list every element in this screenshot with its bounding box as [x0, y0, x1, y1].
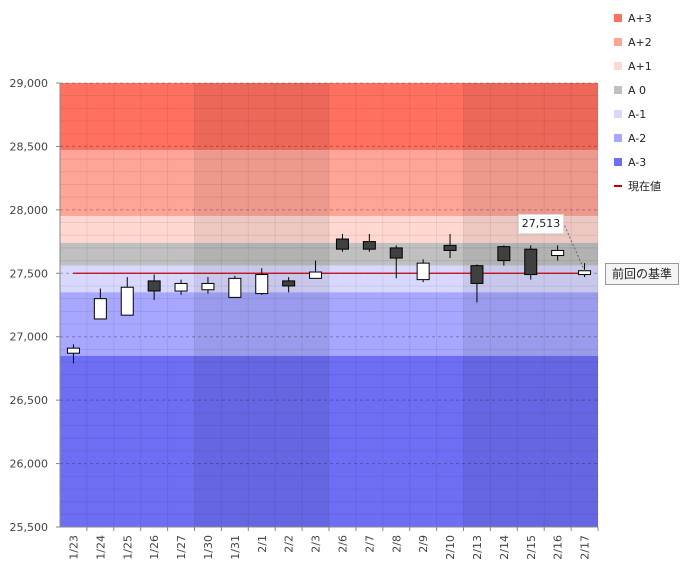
- band-Aplus2: [60, 150, 598, 217]
- legend-item: 現在値: [614, 174, 692, 198]
- legend-label: 現在値: [628, 180, 661, 193]
- x-tick-label: 2/15: [525, 535, 538, 560]
- candle-body: [470, 265, 484, 284]
- legend-item: A-1: [614, 102, 692, 126]
- candle-body: [228, 277, 242, 298]
- candle-body: [66, 347, 80, 354]
- legend-label: A+1: [628, 59, 652, 73]
- legend-item: A+1: [614, 54, 692, 78]
- candle-body: [443, 244, 457, 251]
- legend-item: A-3: [614, 150, 692, 174]
- legend-label: A+3: [628, 11, 652, 25]
- y-tick-label: 26,500: [10, 394, 49, 407]
- legend-item: A-2: [614, 126, 692, 150]
- week-shade: [194, 83, 329, 527]
- legend-swatch: [614, 86, 622, 94]
- y-tick-label: 28,500: [10, 140, 49, 153]
- y-tick-label: 27,000: [10, 331, 49, 344]
- candle-body: [551, 249, 565, 257]
- legend-swatch: [614, 38, 622, 46]
- x-tick-label: 2/3: [310, 535, 323, 553]
- legend-swatch: [614, 110, 622, 118]
- x-tick-label: 2/6: [336, 535, 349, 553]
- candle-body: [362, 241, 376, 250]
- legend-item: A+3: [614, 6, 692, 30]
- band-Aplus3: [60, 83, 598, 151]
- week-shade: [463, 83, 598, 527]
- y-tick-label: 26,000: [10, 458, 49, 471]
- y-tick-label: 25,500: [10, 521, 49, 534]
- legend-label: A+2: [628, 35, 652, 49]
- legend-swatch: [614, 158, 622, 166]
- legend-item: A+2: [614, 30, 692, 54]
- band-A0: [60, 242, 598, 266]
- candle-body: [147, 280, 161, 292]
- candle-body: [389, 247, 403, 259]
- x-tick-label: 2/14: [498, 535, 511, 560]
- candle-body: [120, 286, 134, 316]
- x-tick-label: 1/25: [121, 535, 134, 560]
- legend-swatch: [614, 62, 622, 70]
- y-tick-label: 27,500: [10, 267, 49, 280]
- candle-body: [309, 271, 323, 279]
- reference-label: 前回の基準: [605, 263, 679, 285]
- x-tick-label: 1/31: [229, 535, 242, 560]
- legend-label: A-2: [628, 131, 647, 145]
- band-Aplus1: [60, 216, 598, 243]
- band-Aminus3: [60, 355, 598, 527]
- x-tick-label: 2/9: [417, 535, 430, 553]
- x-tick-label: 2/10: [444, 535, 457, 560]
- legend-swatch: [614, 14, 622, 22]
- x-tick-label: 2/1: [256, 535, 269, 553]
- legend-label: A-1: [628, 107, 647, 121]
- band-Aminus2: [60, 292, 598, 356]
- legend-item: A 0: [614, 78, 692, 102]
- candle-body: [416, 262, 430, 281]
- candle-body: [282, 280, 296, 287]
- candle-body: [497, 246, 511, 262]
- x-tick-label: 1/30: [202, 535, 215, 560]
- candle-body: [335, 238, 349, 250]
- y-tick-label: 28,000: [10, 204, 49, 217]
- candle-body: [578, 270, 592, 276]
- x-tick-label: 2/17: [579, 535, 592, 560]
- candle-body: [524, 248, 538, 276]
- callout-leader: [562, 221, 586, 271]
- x-tick-label: 2/7: [363, 535, 376, 553]
- x-tick-label: 2/8: [390, 535, 403, 553]
- legend-label: A 0: [628, 83, 647, 97]
- x-tick-label: 1/27: [175, 535, 188, 560]
- y-tick-label: 29,000: [10, 77, 49, 90]
- x-tick-label: 1/24: [94, 535, 107, 560]
- x-tick-label: 2/16: [552, 535, 565, 560]
- legend-label: A-3: [628, 155, 647, 169]
- candle-body: [255, 274, 269, 295]
- legend-swatch: [614, 134, 622, 142]
- x-tick-label: 1/23: [67, 535, 80, 560]
- last-value-callout: 27,513: [518, 214, 564, 234]
- x-tick-label: 2/13: [471, 535, 484, 560]
- legend: A+3 A+2 A+1 A 0 A-1 A-2 A-3 現在値: [614, 6, 692, 198]
- candle-body: [93, 298, 107, 320]
- x-tick-label: 1/26: [148, 535, 161, 560]
- legend-swatch: [614, 185, 622, 187]
- candle-body: [201, 282, 215, 291]
- x-tick-label: 2/2: [283, 535, 296, 553]
- candle-body: [174, 282, 188, 292]
